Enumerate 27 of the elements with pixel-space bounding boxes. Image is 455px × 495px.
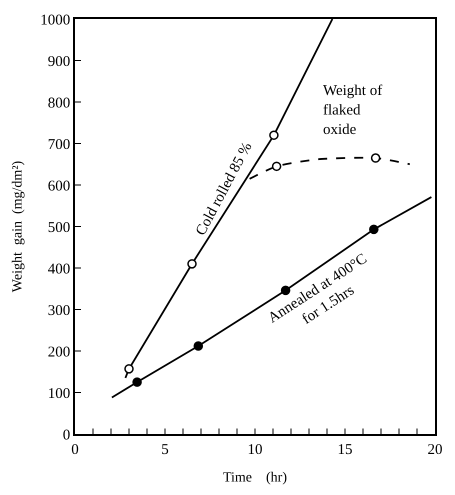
y-tick-label: 100	[48, 386, 70, 402]
annotation: Cold rolled 85 %	[193, 140, 256, 238]
y-tick-label: 800	[48, 95, 70, 112]
y-tick-label: 700	[48, 136, 70, 153]
point	[369, 224, 379, 234]
y-tick-label: 500	[48, 220, 70, 236]
x-tick-label: 10	[248, 442, 262, 458]
point	[272, 162, 282, 172]
point	[370, 153, 380, 163]
x-tick-label: 20	[428, 442, 442, 458]
y-tick-label: 200	[48, 344, 70, 360]
x-tick-label: 5	[161, 442, 169, 458]
y-tick-label: 400	[48, 261, 70, 278]
x-axis-title: Time (hr)	[222, 470, 288, 486]
y-axis-title: Weight gain (mg/dm²)	[10, 160, 26, 292]
point	[124, 364, 134, 374]
x-tick-label: 15	[338, 442, 352, 458]
annotation: Weight of flaked oxide	[323, 83, 382, 138]
y-tick-label: 600	[48, 178, 70, 194]
point	[269, 130, 279, 140]
y-tick-label: 300	[48, 302, 70, 319]
point	[132, 377, 142, 387]
point	[194, 341, 204, 351]
point	[187, 259, 197, 269]
y-tick-label: 0	[62, 427, 70, 444]
y-tick-label: 900	[48, 54, 70, 70]
y-tick-label: 1000	[40, 12, 70, 28]
